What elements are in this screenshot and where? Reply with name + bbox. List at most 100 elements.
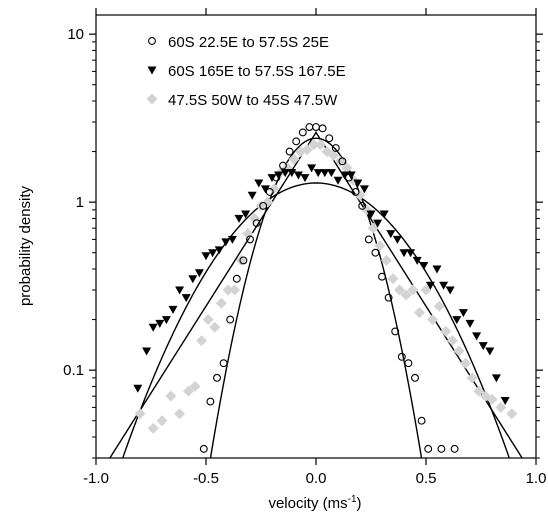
data-point bbox=[450, 444, 459, 453]
data-point bbox=[262, 196, 274, 208]
data-point bbox=[181, 294, 191, 303]
data-point bbox=[420, 284, 432, 296]
data-point bbox=[399, 249, 409, 258]
data-point bbox=[196, 335, 208, 347]
x-tick-label: -0.5 bbox=[193, 470, 219, 487]
data-point bbox=[465, 319, 475, 328]
data-point bbox=[325, 134, 334, 143]
y-axis-label: probability density bbox=[17, 185, 34, 306]
legend-marker bbox=[147, 66, 157, 75]
data-point bbox=[188, 275, 198, 284]
data-point bbox=[227, 235, 237, 244]
y-axis: 0.1 1 10 bbox=[63, 26, 543, 459]
y-tick-label: 1 bbox=[76, 194, 84, 211]
data-point bbox=[246, 235, 254, 244]
legend-label: 60S 165E to 57.5S 167.5E bbox=[168, 63, 346, 80]
data-point bbox=[366, 210, 376, 219]
data-point bbox=[300, 174, 310, 183]
data-point bbox=[221, 238, 231, 247]
data-point bbox=[148, 323, 158, 332]
data-point bbox=[305, 123, 314, 131]
data-point bbox=[400, 289, 412, 301]
data-point bbox=[406, 249, 416, 258]
data-point bbox=[328, 149, 340, 161]
x-axis-label-superscript: -1 bbox=[348, 494, 357, 505]
data-point bbox=[354, 189, 366, 201]
data-point bbox=[478, 342, 488, 351]
data-point bbox=[265, 188, 274, 196]
data-point bbox=[506, 408, 518, 420]
data-point bbox=[440, 325, 452, 337]
fit-curve bbox=[209, 137, 423, 458]
data-point bbox=[234, 214, 244, 223]
legend-label: 60S 22.5E to 57.5S 25E bbox=[168, 34, 329, 51]
data-point bbox=[353, 179, 363, 188]
data-point bbox=[293, 171, 303, 180]
data-point bbox=[453, 345, 465, 357]
data-point bbox=[267, 174, 277, 183]
data-point bbox=[165, 390, 177, 402]
data-point bbox=[222, 284, 234, 296]
data-point bbox=[174, 408, 186, 420]
data-point bbox=[379, 210, 389, 219]
data-point bbox=[491, 374, 501, 383]
data-point bbox=[338, 157, 347, 166]
data-point bbox=[156, 415, 168, 427]
data-point bbox=[486, 393, 498, 405]
data-point bbox=[155, 319, 165, 328]
data-point bbox=[285, 147, 294, 156]
x-tick-label: 0.0 bbox=[306, 470, 327, 487]
data-point bbox=[358, 201, 367, 210]
data-point bbox=[208, 249, 218, 258]
data-point bbox=[232, 274, 241, 283]
data-point bbox=[194, 269, 204, 278]
data-point bbox=[308, 139, 320, 151]
data-point bbox=[439, 281, 449, 290]
data-point bbox=[452, 316, 462, 325]
data-point bbox=[288, 153, 300, 165]
legend-marker bbox=[148, 37, 156, 45]
fit-curves bbox=[109, 131, 523, 458]
data-point bbox=[445, 286, 455, 295]
legend-marker bbox=[146, 93, 158, 105]
series-1 bbox=[199, 123, 459, 453]
data-point bbox=[371, 248, 380, 257]
data-point bbox=[219, 359, 228, 368]
data-point bbox=[433, 300, 445, 312]
data-point bbox=[298, 128, 307, 137]
data-point bbox=[472, 332, 482, 341]
data-point bbox=[235, 254, 247, 266]
data-point bbox=[168, 305, 178, 314]
data-point bbox=[500, 396, 510, 405]
data-point bbox=[229, 284, 241, 296]
data-point bbox=[334, 155, 346, 167]
data-point bbox=[417, 416, 426, 425]
data-point bbox=[394, 284, 406, 296]
data-point bbox=[384, 293, 393, 302]
data-point bbox=[215, 297, 227, 309]
data-point bbox=[397, 352, 406, 361]
data-point bbox=[473, 385, 485, 397]
legend: 60S 22.5E to 57.5S 25E 60S 165E to 57.5S … bbox=[146, 34, 346, 109]
data-point bbox=[214, 246, 224, 255]
x-axis: -1.0 -0.5 0.0 0.5 1.0 bbox=[83, 8, 546, 487]
data-point bbox=[189, 380, 201, 392]
data-point bbox=[161, 316, 171, 325]
series-2 bbox=[133, 164, 510, 405]
data-point bbox=[437, 444, 446, 453]
data-point bbox=[199, 444, 208, 453]
data-point bbox=[419, 261, 429, 270]
data-point bbox=[425, 281, 435, 290]
data-point bbox=[367, 222, 379, 234]
data-point bbox=[268, 183, 280, 195]
data-point bbox=[260, 185, 270, 194]
data-point bbox=[287, 169, 297, 178]
data-point bbox=[252, 219, 261, 228]
legend-entry: 60S 165E to 57.5S 167.5E bbox=[147, 63, 346, 80]
legend-entry: 47.5S 50W to 45S 47.5W bbox=[146, 92, 338, 109]
x-axis-label-close: ) bbox=[357, 495, 362, 512]
data-point bbox=[432, 265, 442, 274]
data-point bbox=[272, 173, 281, 182]
data-point bbox=[312, 123, 320, 131]
